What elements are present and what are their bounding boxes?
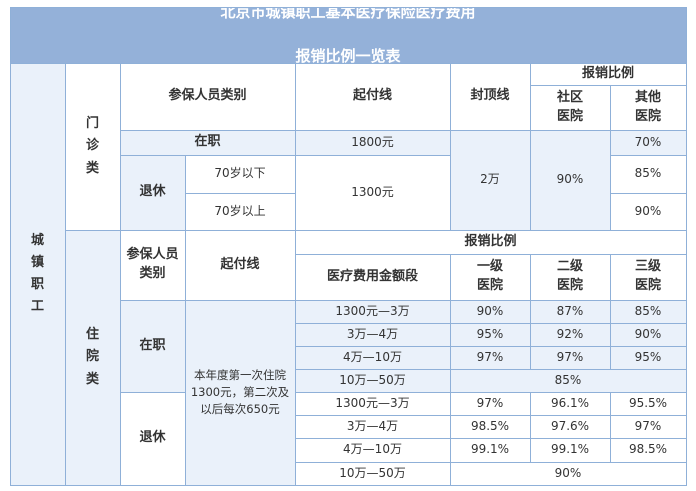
outpatient-label: 门 诊 类 [65, 63, 120, 230]
outpatient-retired-deductible: 1300元 [295, 155, 450, 230]
table-row-merged-rate: 90% [450, 462, 686, 485]
outpatient-header-deductible: 起付线 [295, 63, 450, 130]
table-row-level1: 95% [450, 323, 530, 346]
grid-line [610, 155, 686, 156]
table-title: 北京市城镇职工基本医疗保险医疗费用 报销比例一览表 [10, 3, 686, 65]
table-row-level3: 95.5% [610, 392, 686, 415]
grid-line [120, 130, 686, 131]
grid-line [610, 254, 611, 369]
grid-line [530, 392, 531, 462]
grid-line [120, 392, 185, 393]
table-row-level2: 87% [530, 300, 610, 323]
outpatient-employed-deductible: 1800元 [295, 130, 450, 155]
outpatient-header-other: 其他 医院 [610, 85, 686, 130]
grid-line [295, 254, 686, 255]
table-row-level1: 99.1% [450, 438, 530, 462]
inpatient-header-level2: 二级 医院 [530, 254, 610, 300]
grid-line [295, 462, 686, 463]
category-label: 城 镇 职 工 [10, 63, 65, 485]
table-row-range: 1300元—3万 [295, 392, 450, 415]
title-line-1: 北京市城镇职工基本医疗保险医疗费用 [220, 3, 476, 22]
table-row-level1: 90% [450, 300, 530, 323]
grid-line [120, 63, 121, 485]
grid-line [530, 85, 686, 86]
table-row-level3: 90% [610, 323, 686, 346]
grid-line [610, 193, 686, 194]
outpatient-retired-over70: 70岁以上 [185, 193, 295, 230]
grid-line [65, 63, 66, 485]
grid-line [295, 392, 686, 393]
table-border-bottom [10, 485, 687, 486]
grid-line [10, 63, 686, 64]
inpatient-label: 住 院 类 [65, 230, 120, 485]
outpatient-employed-label: 在职 [120, 130, 295, 155]
table-row-level1: 97% [450, 346, 530, 369]
outpatient-other-over70: 90% [610, 193, 686, 230]
outpatient-header-cap: 封顶线 [450, 63, 530, 130]
grid-line [295, 415, 686, 416]
table-row-level1: 98.5% [450, 415, 530, 438]
grid-line [120, 155, 450, 156]
outpatient-header-community: 社区 医院 [530, 85, 610, 130]
grid-line [530, 63, 531, 230]
table-border-left [10, 7, 11, 485]
inpatient-header-reimburse: 报销比例 [295, 230, 686, 254]
table-row-level3: 97% [610, 415, 686, 438]
table-row-range: 1300元—3万 [295, 300, 450, 323]
table-row-range: 10万—50万 [295, 369, 450, 392]
inpatient-header-amount-range: 医疗费用金额段 [295, 254, 450, 300]
table-row-level3: 98.5% [610, 438, 686, 462]
outpatient-header-insured-type: 参保人员类别 [120, 63, 295, 130]
title-line-2: 报销比例一览表 [295, 46, 401, 65]
grid-line [295, 323, 686, 324]
table-row-level2: 99.1% [530, 438, 610, 462]
table-row-merged-rate: 85% [450, 369, 686, 392]
inpatient-header-level3: 三级 医院 [610, 254, 686, 300]
table-row-range: 3万—4万 [295, 323, 450, 346]
inpatient-header-deductible: 起付线 [185, 230, 295, 300]
table-border-right [686, 7, 687, 486]
outpatient-other-employed: 70% [610, 130, 686, 155]
table-row-level3: 95% [610, 346, 686, 369]
table-row-range: 3万—4万 [295, 415, 450, 438]
grid-line [65, 230, 686, 231]
table-row-range: 10万—50万 [295, 462, 450, 485]
grid-line [295, 438, 686, 439]
outpatient-retired-label: 退休 [120, 155, 185, 230]
grid-line [610, 85, 611, 230]
grid-line [295, 63, 296, 485]
grid-line [185, 193, 295, 194]
inpatient-retired-label: 退休 [120, 392, 185, 485]
inpatient-deductible-text: 本年度第一次住院 1300元，第二次及 以后每次650元 [185, 300, 295, 485]
grid-line [185, 155, 186, 230]
table-row-level2: 97.6% [530, 415, 610, 438]
outpatient-cap-value: 2万 [450, 130, 530, 230]
grid-line [450, 254, 451, 485]
grid-line [185, 230, 186, 485]
grid-line [295, 369, 686, 370]
grid-line [295, 346, 686, 347]
table-row-range: 4万—10万 [295, 438, 450, 462]
outpatient-community-rate: 90% [530, 130, 610, 230]
outpatient-retired-under70: 70岁以下 [185, 155, 295, 193]
inpatient-employed-label: 在职 [120, 300, 185, 392]
table-row-level2: 97% [530, 346, 610, 369]
inpatient-header-level1: 一级 医院 [450, 254, 530, 300]
grid-line [120, 300, 686, 301]
outpatient-other-under70: 85% [610, 155, 686, 193]
table-row-level3: 85% [610, 300, 686, 323]
table-row-range: 4万—10万 [295, 346, 450, 369]
outpatient-header-reimburse: 报销比例 [530, 63, 686, 85]
table-row-level1: 97% [450, 392, 530, 415]
inpatient-header-insured-type: 参保人员 类别 [120, 230, 185, 300]
table-row-level2: 96.1% [530, 392, 610, 415]
grid-line [450, 63, 451, 230]
table-row-level2: 92% [530, 323, 610, 346]
table-border-top [10, 7, 686, 8]
grid-line [610, 392, 611, 462]
grid-line [530, 254, 531, 369]
